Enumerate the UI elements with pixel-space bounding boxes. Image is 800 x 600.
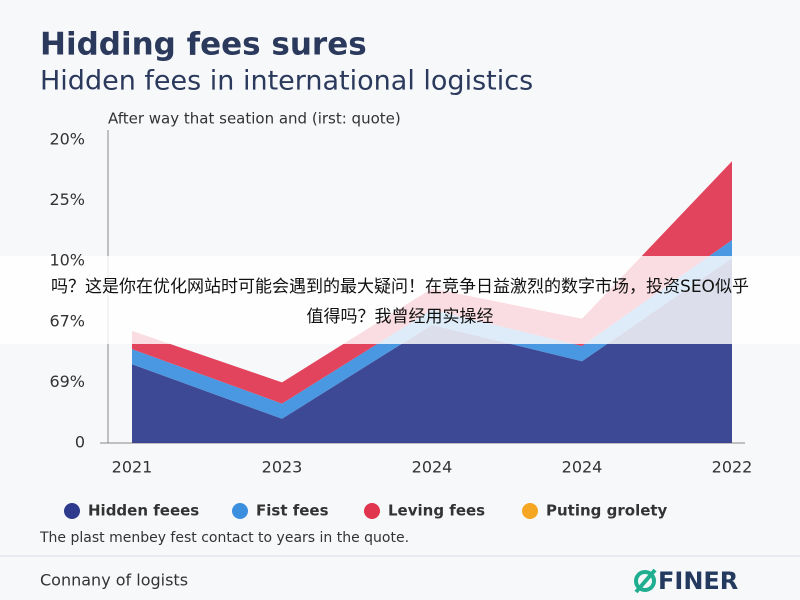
y-tick-label: 69% [49,372,85,391]
y-tick-label: 25% [49,190,85,209]
banner-text: 吗？这是你在优化网站时可能会遇到的最大疑问！在竞争日益激烈的数字市场，投资SEO… [51,277,749,297]
legend-label: Leving fees [388,502,485,520]
legend-swatch [364,503,380,519]
legend-label: Fist fees [256,502,329,520]
legend-label: Puting grolety [546,502,668,520]
legend-swatch [522,503,538,519]
x-tick-label: 2023 [262,458,303,477]
banner-text: 值得吗？我曾经用实操经 [307,307,494,327]
legend-label: Hidden feees [88,502,199,520]
chart-title: Hidding fees sures [40,27,367,63]
legend-swatch [232,503,248,519]
banner-background [0,256,800,344]
footer-source: Connany of logists [40,571,188,590]
logo-icon [634,570,656,592]
y-tick-label: 67% [49,311,85,330]
legend-swatch [64,503,80,519]
brand-logo: FINER [634,567,738,595]
overlay-banner: 吗？这是你在优化网站时可能会遇到的最大疑问！在竞争日益激烈的数字市场，投资SEO… [0,256,800,344]
x-tick-label: 2021 [112,458,153,477]
chart-subtitle: Hidden fees in international logistics [40,66,533,97]
logo-slash [634,568,657,594]
brand-name: FINER [658,567,738,595]
y-tick-label: 20% [49,130,85,149]
x-tick-label: 2024 [562,458,603,477]
x-tick-label: 2022 [712,458,753,477]
y-tick-label: 0 [75,433,85,452]
area [132,258,732,443]
axis-note: After way that seation and (irst: quote) [108,110,401,128]
y-tick-label: 10% [49,251,85,270]
chart-note: The plast menbey fest contact to years i… [39,530,409,546]
x-tick-label: 2024 [412,458,453,477]
legend: Hidden feees Fist fees Leving fees Puting g… [64,502,668,520]
